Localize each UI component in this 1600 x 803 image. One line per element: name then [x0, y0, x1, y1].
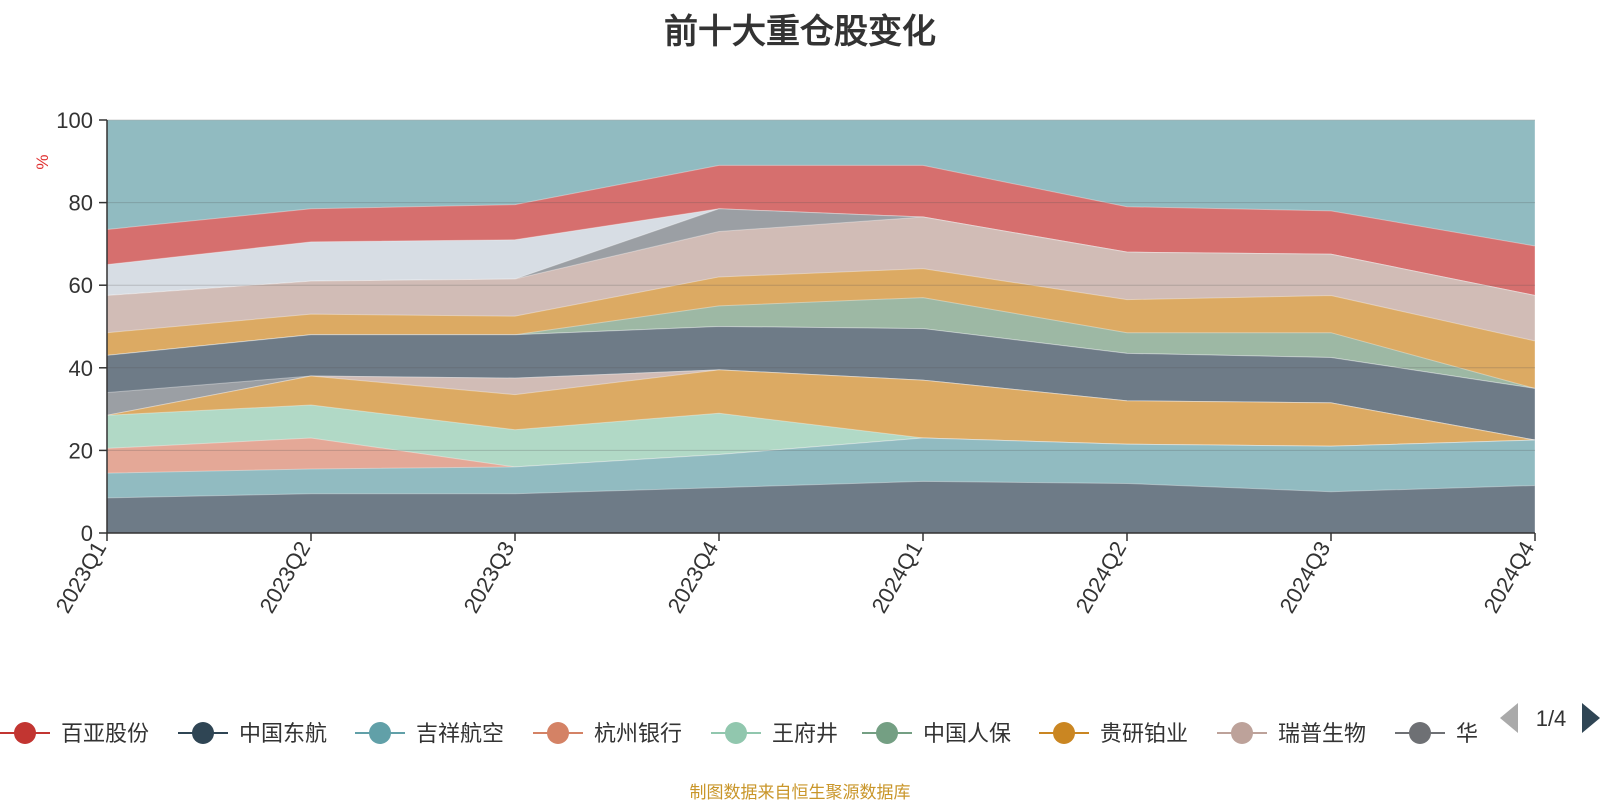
area-layers — [106, 119, 1536, 534]
legend-item[interactable]: 贵研铂业 — [1039, 721, 1188, 746]
x-axis: 2023Q1 2023Q2 2023Q3 2023Q4 2024Q1 2024Q2 2024… — [51, 532, 1540, 617]
y-axis: 0 20 40 60 80 100 — [56, 108, 108, 546]
x-tick-label: 2024Q4 — [1479, 537, 1540, 617]
x-tick-label: 2023Q2 — [255, 537, 316, 617]
y-tick-label: 20 — [69, 438, 93, 463]
legend-item[interactable]: 吉祥航空 — [355, 721, 504, 746]
legend-label: 贵研铂业 — [1100, 721, 1188, 746]
x-tick-label: 2024Q1 — [867, 537, 928, 617]
legend-label: 百亚股份 — [61, 721, 149, 746]
legend-marker — [1231, 722, 1253, 744]
y-tick-label: 40 — [69, 356, 93, 381]
legend-marker — [192, 722, 214, 744]
legend-label: 华 — [1456, 721, 1478, 746]
legend-item[interactable]: 瑞普生物 — [1217, 721, 1366, 746]
legend-label: 吉祥航空 — [416, 721, 504, 746]
chart-title: 前十大重仓股变化 — [664, 13, 936, 51]
legend-label: 杭州银行 — [594, 721, 682, 746]
legend-label: 中国东航 — [239, 721, 327, 746]
legend-item[interactable]: 中国人保 — [862, 721, 1011, 746]
legend-marker — [725, 722, 747, 744]
legend-marker — [1053, 722, 1075, 744]
legend-marker — [547, 722, 569, 744]
legend-label: 中国人保 — [923, 721, 1011, 746]
legend-item[interactable]: 杭州银行 — [533, 721, 682, 746]
legend-item[interactable]: 百亚股份 — [0, 721, 149, 746]
source-note: 制图数据来自恒生聚源数据库 — [689, 783, 911, 802]
y-tick-label: 80 — [69, 191, 93, 216]
y-tick-label: 0 — [81, 521, 93, 546]
legend-marker — [369, 722, 391, 744]
legend-pager: 1/4 — [1500, 703, 1600, 733]
y-tick-label: 100 — [56, 108, 93, 133]
legend-prev-icon[interactable] — [1500, 703, 1518, 733]
legend-label: 瑞普生物 — [1278, 721, 1366, 746]
x-tick-label: 2024Q2 — [1071, 537, 1132, 617]
gridlines — [107, 119, 1535, 451]
x-tick-label: 2023Q3 — [459, 537, 520, 617]
legend-marker — [14, 722, 36, 744]
x-tick-label: 2023Q1 — [51, 537, 112, 617]
x-tick-label: 2024Q3 — [1275, 537, 1336, 617]
legend-item[interactable]: 华 — [1395, 721, 1478, 746]
legend: 百亚股份 中国东航 吉祥航空 杭州银行 王府井 中国人保 贵研铂业 瑞普生物 华 — [0, 721, 1478, 746]
legend-marker — [876, 722, 898, 744]
y-tick-label: 60 — [69, 273, 93, 298]
legend-item[interactable]: 中国东航 — [178, 721, 327, 746]
legend-page-indicator: 1/4 — [1536, 706, 1567, 731]
legend-next-icon[interactable] — [1582, 703, 1600, 733]
y-axis-label: % — [33, 154, 52, 169]
area-layer-0 — [106, 480, 1536, 534]
legend-label: 王府井 — [772, 721, 838, 746]
x-tick-label: 2023Q4 — [663, 537, 724, 617]
legend-marker — [1409, 722, 1431, 744]
legend-item[interactable]: 王府井 — [711, 721, 838, 746]
